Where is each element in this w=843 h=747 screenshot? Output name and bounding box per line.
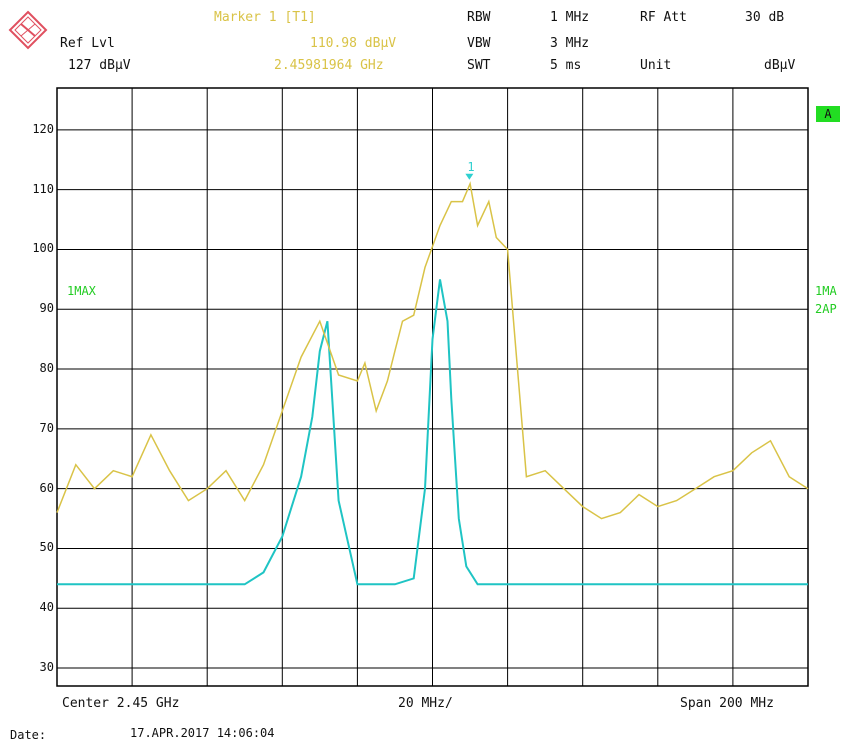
rf-att-label: RF Att [640, 10, 687, 25]
vbw-label: VBW [467, 36, 491, 51]
y-tick-label: 100 [32, 241, 54, 256]
trace-2ap-label: 2AP [815, 302, 837, 316]
y-tick-label: 30 [39, 660, 54, 675]
marker-number: 1 [467, 160, 474, 174]
trace-2ap [57, 279, 808, 586]
marker-label: Marker 1 [T1] [214, 10, 316, 25]
unit-label: Unit [640, 58, 672, 73]
trace-1max-label: 1MAX [67, 284, 96, 298]
y-tick-label: 110 [32, 181, 54, 196]
marker-frequency: 2.45981964 GHz [274, 58, 384, 73]
ref-level-value: 127 dBµV [68, 58, 131, 73]
y-tick-label: 80 [39, 361, 54, 376]
rbw-value: 1 MHz [550, 10, 590, 25]
frequency-span: Span 200 MHz [680, 696, 774, 711]
y-tick-label: 120 [32, 121, 54, 136]
rf-att-value: 30 dB [745, 10, 785, 25]
rohde-schwarz-logo-icon [8, 10, 48, 50]
swt-label: SWT [467, 58, 491, 73]
frequency-per-division: 20 MHz/ [398, 696, 453, 711]
date-label: Date: [10, 728, 47, 742]
y-tick-label: 50 [39, 540, 54, 555]
y-tick-label: 60 [39, 480, 54, 495]
marker-triangle [465, 173, 474, 180]
trace-1ma-label: 1MA [815, 284, 837, 298]
y-tick-label: 40 [39, 600, 54, 615]
marker-group: 1 [465, 160, 475, 180]
trace-a-badge: A [816, 106, 840, 122]
unit-value: dBµV [764, 58, 796, 73]
plot-grid [56, 87, 809, 687]
vbw-value: 3 MHz [550, 36, 590, 51]
swt-value: 5 ms [550, 58, 582, 73]
y-tick-label: 90 [39, 301, 54, 316]
date-value: 17.APR.2017 14:06:04 [130, 726, 275, 740]
rbw-label: RBW [467, 10, 491, 25]
trace-1max [56, 181, 809, 520]
y-tick-label: 70 [39, 420, 54, 435]
center-frequency: Center 2.45 GHz [62, 696, 180, 711]
ref-level-label: Ref Lvl [60, 36, 115, 51]
plot-traces [56, 181, 809, 586]
marker-level: 110.98 dBµV [310, 36, 397, 51]
